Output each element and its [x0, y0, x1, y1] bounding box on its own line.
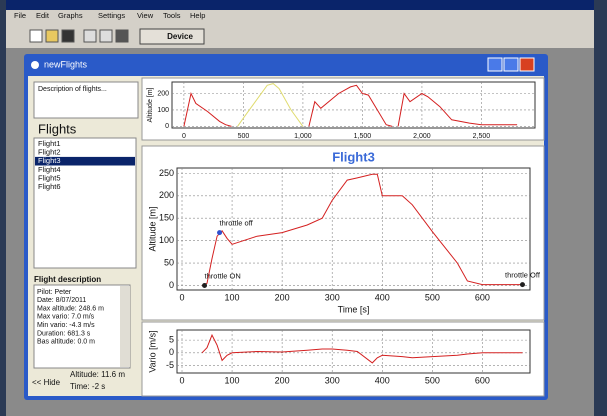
- x-tick-label: 100: [225, 292, 240, 302]
- menu-item[interactable]: Help: [190, 11, 205, 20]
- annotation-label: throttle Off: [505, 271, 541, 280]
- x-tick-label: 1,500: [354, 133, 372, 140]
- plot-area: [172, 82, 535, 128]
- flights-heading: Flights: [38, 121, 77, 136]
- cut-icon[interactable]: [84, 30, 96, 42]
- open-icon[interactable]: [46, 30, 58, 42]
- y-tick-label: 0: [169, 280, 174, 290]
- y-tick-label: 50: [164, 257, 174, 267]
- y-tick-label: 250: [159, 168, 174, 178]
- x-tick-label: 500: [238, 133, 250, 140]
- y-tick-label: 100: [157, 107, 169, 114]
- menu-item[interactable]: View: [137, 11, 154, 20]
- x-tick-label: 600: [475, 292, 490, 302]
- paste-icon[interactable]: [116, 30, 128, 42]
- x-tick-label: 2,000: [413, 133, 431, 140]
- y-tick-label: 100: [159, 235, 174, 245]
- x-tick-label: 300: [325, 292, 340, 302]
- flight-description-heading: Flight description: [34, 275, 101, 284]
- y-axis-label: Vario [m/s]: [147, 330, 157, 372]
- menu-item[interactable]: Edit: [36, 11, 50, 20]
- description-line: Bas altitude: 0.0 m: [37, 339, 95, 346]
- x-tick-label: 400: [375, 375, 390, 385]
- x-tick-label: 0: [182, 133, 186, 140]
- annotation-label: throttle ON: [205, 271, 241, 280]
- annotation-marker: [202, 283, 207, 288]
- description-line: Max altitude: 248.6 m: [37, 305, 104, 312]
- page: Device newFlights Description of flights…: [0, 0, 607, 416]
- dialog-title: newFlights: [44, 59, 88, 69]
- menu-item[interactable]: Settings: [98, 11, 125, 20]
- y-axis-label: Altitude [m]: [147, 87, 154, 122]
- screen: Device newFlights Description of flights…: [0, 0, 607, 416]
- dialog-icon: [31, 61, 39, 69]
- annotation-marker: [217, 230, 222, 235]
- y-tick-label: 0: [169, 347, 174, 357]
- x-tick-label: 2,500: [473, 133, 491, 140]
- x-tick-label: 100: [225, 375, 240, 385]
- description-line: Max vario: 7.0 m/s: [37, 314, 95, 321]
- time-readout: Time: -2 s: [70, 382, 105, 391]
- x-tick-label: 0: [179, 292, 184, 302]
- y-tick-label: 150: [159, 213, 174, 223]
- x-tick-label: 600: [475, 375, 490, 385]
- x-tick-label: 400: [375, 292, 390, 302]
- scrollbar[interactable]: [120, 286, 130, 367]
- x-tick-label: 200: [275, 292, 290, 302]
- x-axis-label: Time [s]: [338, 304, 370, 314]
- flight-item[interactable]: Flight6: [38, 182, 61, 191]
- maximize-button[interactable]: [504, 58, 518, 71]
- device-button-label: Device: [167, 32, 193, 41]
- chart-title: Flight3: [332, 149, 375, 164]
- x-tick-label: 0: [179, 375, 184, 385]
- x-tick-label: 1,000: [294, 133, 312, 140]
- toolbar: Device: [30, 29, 204, 44]
- annotation-label: throttle off: [220, 219, 254, 228]
- x-tick-label: 300: [325, 375, 340, 385]
- copy-icon[interactable]: [100, 30, 112, 42]
- description-line: Pilot: Peter: [37, 289, 72, 296]
- save-icon[interactable]: [62, 30, 74, 42]
- altitude-readout: Altitude: 11.6 m: [70, 370, 125, 379]
- new-icon[interactable]: [30, 30, 42, 42]
- description-line: Min vario: -4.3 m/s: [37, 322, 95, 329]
- y-tick-label: -5: [166, 360, 174, 370]
- description-line: Date: 8/07/2011: [37, 297, 86, 304]
- menu-item[interactable]: Tools: [163, 11, 181, 20]
- annotation-marker: [520, 282, 525, 287]
- x-tick-label: 500: [425, 375, 440, 385]
- y-tick-label: 5: [169, 334, 174, 344]
- hide-link[interactable]: << Hide: [32, 378, 61, 387]
- minimize-button[interactable]: [488, 58, 502, 71]
- menu-item[interactable]: File: [14, 11, 26, 20]
- y-axis-label: Altitude [m]: [147, 206, 157, 251]
- app-title-bar: [6, 0, 594, 10]
- menu-item[interactable]: Graphs: [58, 11, 83, 20]
- description-line: Duration: 681.3 s: [37, 330, 91, 337]
- close-button[interactable]: [520, 58, 534, 71]
- y-tick-label: 200: [157, 90, 169, 97]
- x-tick-label: 500: [425, 292, 440, 302]
- x-tick-label: 200: [275, 375, 290, 385]
- y-tick-label: 200: [159, 190, 174, 200]
- description-placeholder: Description of flights...: [38, 86, 107, 93]
- y-tick-label: 0: [165, 123, 169, 130]
